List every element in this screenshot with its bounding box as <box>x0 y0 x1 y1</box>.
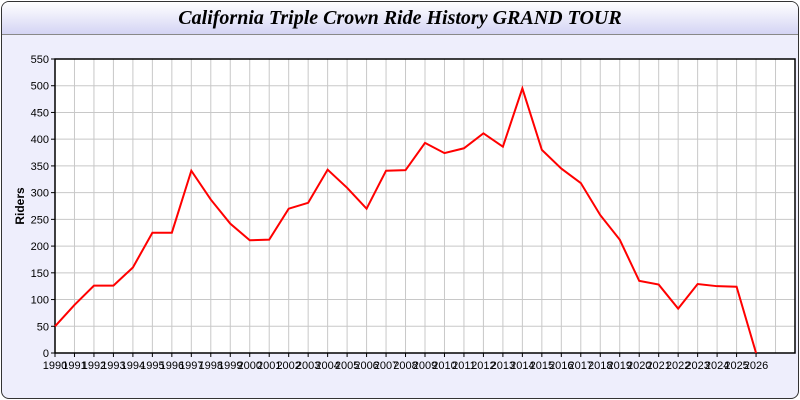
x-tick-label: 1993 <box>101 360 125 372</box>
x-tick-label: 2023 <box>685 360 709 372</box>
x-tick-label: 2002 <box>276 360 300 372</box>
y-tick-label: 100 <box>31 295 49 307</box>
x-tick-label: 2015 <box>530 360 554 372</box>
x-tick-label: 2001 <box>257 360 281 372</box>
y-tick-label: 350 <box>31 161 49 173</box>
x-tick-label: 2017 <box>569 360 593 372</box>
x-tick-label: 2006 <box>354 360 378 372</box>
x-tick-label: 2008 <box>393 360 417 372</box>
x-tick-label: 1991 <box>62 360 86 372</box>
x-tick-label: 2011 <box>452 360 476 372</box>
y-tick-label: 500 <box>31 81 49 93</box>
x-tick-label: 2004 <box>315 360 339 372</box>
x-tick-label: 2018 <box>588 360 612 372</box>
x-tick-label: 2016 <box>549 360 573 372</box>
x-tick-label: 2019 <box>607 360 631 372</box>
x-tick-label: 1998 <box>199 360 223 372</box>
x-tick-label: 2013 <box>491 360 515 372</box>
y-tick-label: 150 <box>31 268 49 280</box>
x-tick-label: 2022 <box>666 360 690 372</box>
x-tick-label: 2010 <box>432 360 456 372</box>
title-bar: California Triple Crown Ride History GRA… <box>2 2 798 35</box>
x-tick-label: 2020 <box>627 360 651 372</box>
y-tick-label: 0 <box>43 348 49 360</box>
y-tick-label: 450 <box>31 107 49 119</box>
x-tick-label: 2026 <box>744 360 768 372</box>
x-tick-label: 1999 <box>218 360 242 372</box>
x-tick-label: 2003 <box>296 360 320 372</box>
y-tick-label: 400 <box>31 134 49 146</box>
x-tick-label: 2021 <box>646 360 670 372</box>
y-tick-label: 250 <box>31 214 49 226</box>
x-tick-label: 1994 <box>121 360 145 372</box>
x-tick-label: 2012 <box>471 360 495 372</box>
x-tick-label: 2024 <box>705 360 729 372</box>
x-tick-label: 2005 <box>335 360 359 372</box>
x-tick-label: 1997 <box>179 360 203 372</box>
y-axis-label: Riders <box>13 187 27 225</box>
y-tick-label: 50 <box>37 321 49 333</box>
x-tick-label: 2014 <box>510 360 534 372</box>
x-tick-label: 2009 <box>413 360 437 372</box>
x-tick-label: 2000 <box>237 360 261 372</box>
x-tick-label: 2007 <box>374 360 398 372</box>
x-tick-label: 1995 <box>140 360 164 372</box>
x-tick-label: 2025 <box>724 360 748 372</box>
y-tick-label: 200 <box>31 241 49 253</box>
y-tick-label: 550 <box>31 54 49 66</box>
x-tick-label: 1990 <box>43 360 67 372</box>
y-tick-label: 300 <box>31 188 49 200</box>
x-tick-label: 1992 <box>82 360 106 372</box>
x-tick-label: 1996 <box>160 360 184 372</box>
chart-title: California Triple Crown Ride History GRA… <box>178 7 622 29</box>
